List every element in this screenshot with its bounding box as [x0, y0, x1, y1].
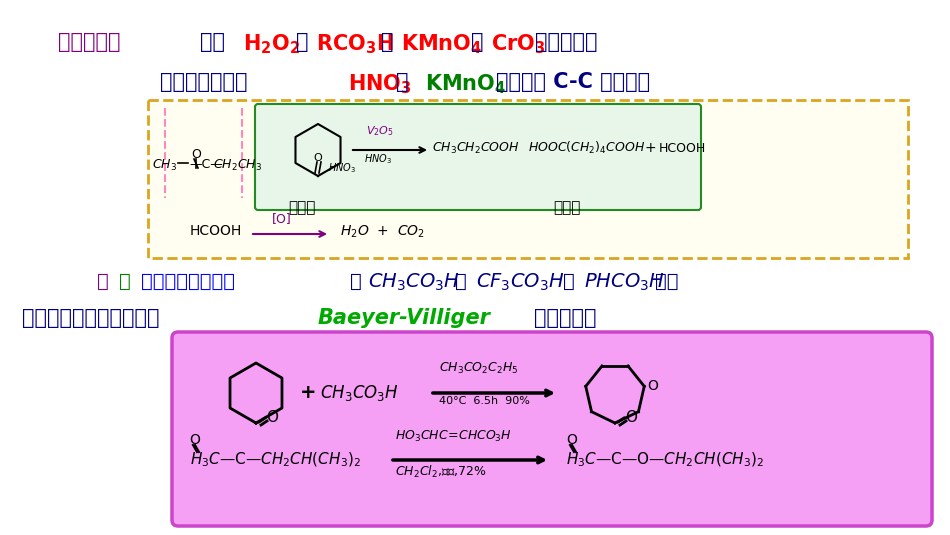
Text: 、: 、: [381, 32, 393, 52]
Text: 氧化为羧酸: 氧化为羧酸: [535, 32, 598, 52]
Text: +: +: [300, 384, 316, 402]
Text: $\mathbf{KMnO_4}$: $\mathbf{KMnO_4}$: [425, 72, 506, 96]
Text: O: O: [566, 433, 578, 447]
Text: $\mathbf{CrO_3}$: $\mathbf{CrO_3}$: [491, 32, 545, 56]
Text: 环己酮: 环己酮: [288, 200, 315, 215]
Text: 强氧化剂：: 强氧化剂：: [58, 32, 121, 52]
Text: $CH_3CO_2C_2H_5$: $CH_3CO_2C_2H_5$: [439, 361, 519, 376]
Text: O: O: [190, 433, 200, 447]
Text: $HNO_3$: $HNO_3$: [328, 161, 356, 175]
Text: $CH_3CO_3H$: $CH_3CO_3H$: [368, 272, 460, 293]
Text: 酮: 酮: [97, 272, 108, 291]
Text: 、: 、: [396, 72, 408, 92]
Text: 己二酸: 己二酸: [553, 200, 580, 215]
Text: $CH_3$: $CH_3$: [152, 157, 177, 173]
Text: $CF_3CO_3H$: $CF_3CO_3H$: [476, 272, 564, 293]
Text: $H_2O$  +  $CO_2$: $H_2O$ + $CO_2$: [340, 224, 425, 240]
Text: ，: ，: [455, 272, 466, 291]
Text: ，: ，: [563, 272, 575, 291]
FancyBboxPatch shape: [172, 332, 932, 526]
Text: O: O: [647, 379, 658, 393]
Text: O: O: [625, 409, 637, 424]
Text: $H_3C$—C—$CH_2CH(CH_3)_2$: $H_3C$—C—$CH_2CH(CH_3)_2$: [190, 451, 361, 469]
Text: （: （: [350, 272, 362, 291]
Text: 用: 用: [119, 272, 131, 291]
Text: $HNO_3$: $HNO_3$: [364, 152, 392, 166]
Text: $CH_3CO_3H$: $CH_3CO_3H$: [320, 383, 399, 403]
Text: $V_2O_5$: $V_2O_5$: [366, 124, 394, 138]
Text: [O]: [O]: [272, 212, 292, 225]
Text: $HO_3CHC\!=\!CHCO_3H$: $HO_3CHC\!=\!CHCO_3H$: [395, 429, 512, 444]
Text: HCOOH: HCOOH: [190, 224, 242, 238]
Text: $CH_3CH_2COOH$: $CH_3CH_2COOH$: [432, 141, 520, 156]
Text: 氧化发生 C-C 键断裂。: 氧化发生 C-C 键断裂。: [496, 72, 650, 92]
Text: 酮被强氧化剂如: 酮被强氧化剂如: [160, 72, 248, 92]
Text: $\mathbf{H_2O_2}$: $\mathbf{H_2O_2}$: [243, 32, 300, 56]
Text: $\mathbf{RCO_3H}$: $\mathbf{RCO_3H}$: [316, 32, 393, 56]
Text: $CH_2Cl_2$,回流,72%: $CH_2Cl_2$,回流,72%: [395, 464, 486, 480]
Text: O: O: [266, 409, 278, 424]
Text: 、: 、: [296, 32, 309, 52]
Text: HCOOH: HCOOH: [659, 141, 706, 155]
Text: O: O: [191, 149, 201, 162]
Text: O: O: [313, 153, 322, 163]
Text: +: +: [644, 141, 655, 155]
Text: —C—: —C—: [189, 157, 222, 171]
Text: Baeyer-Villiger: Baeyer-Villiger: [318, 308, 491, 328]
Text: $PHCO_3H$: $PHCO_3H$: [584, 272, 665, 293]
FancyBboxPatch shape: [255, 104, 701, 210]
Text: $HOOC(CH_2)_4COOH$: $HOOC(CH_2)_4COOH$: [528, 140, 645, 156]
Text: $CH_2CH_3$: $CH_2CH_3$: [213, 157, 262, 173]
Text: 氧化反应。: 氧化反应。: [534, 308, 597, 328]
Text: $\mathbf{KMnO_4}$: $\mathbf{KMnO_4}$: [401, 32, 483, 56]
Text: 醛被: 醛被: [200, 32, 225, 52]
Text: 氧化生成酯的反应，称为: 氧化生成酯的反应，称为: [22, 308, 160, 328]
Text: 、: 、: [471, 32, 484, 52]
Text: $H_3C$—C—O—$CH_2CH(CH_3)_2$: $H_3C$—C—O—$CH_2CH(CH_3)_2$: [566, 451, 765, 469]
Text: 等）: 等）: [655, 272, 678, 291]
Text: 过氧化氢或过氧酸: 过氧化氢或过氧酸: [141, 272, 235, 291]
FancyBboxPatch shape: [148, 100, 908, 258]
Text: 40°C  6.5h  90%: 40°C 6.5h 90%: [439, 396, 530, 406]
Text: $\mathbf{HNO_3}$: $\mathbf{HNO_3}$: [348, 72, 412, 96]
